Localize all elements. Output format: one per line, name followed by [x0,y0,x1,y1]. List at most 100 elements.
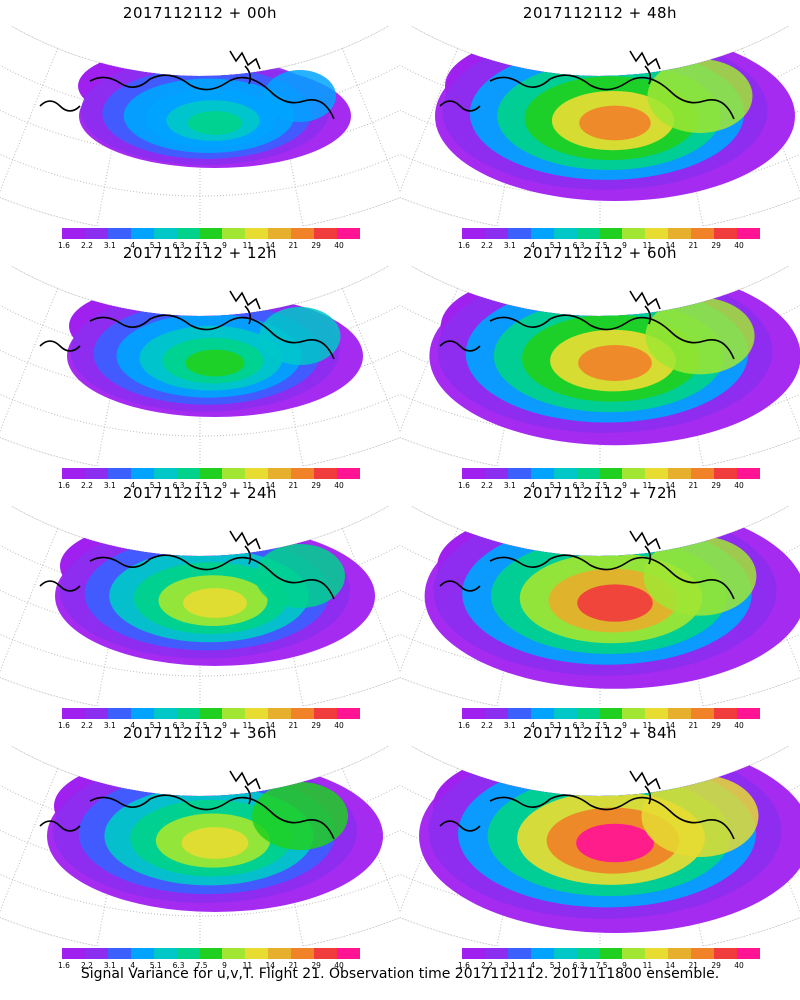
colorbar-swatch [462,468,485,479]
panel-title: 2017112112 + 36h [122,724,278,742]
colorbar-tick-label: 2.2 [80,241,93,250]
colorbar-tick-label: 7.5 [195,481,208,490]
colorbar-labels: 1.6 2.2 3.1 4 5.1 6.3 7.5 9 11 14 21 29 40 [58,481,360,491]
colorbar-tick-label: 6.3 [172,721,185,730]
colorbar-swatch [645,228,669,239]
coastline [439,50,735,120]
colorbar-swatch [484,228,508,239]
coastline [439,290,735,360]
colorbar-swatch [553,948,577,959]
variance-map [0,266,400,466]
colorbar-tick-label: 7.5 [195,241,208,250]
colorbar-swatch [314,228,338,239]
colorbar-swatch [291,228,315,239]
colorbar-tick-label: 3.1 [103,721,116,730]
colorbar-tick-label: 11 [242,481,253,490]
colorbar-swatch [530,948,554,959]
variance-map [0,746,400,946]
forecast-panel: 2017112112 + 72h 1.6 2.2 3.1 4 5.1 6.3 7.5 9 11 14… [400,484,800,730]
colorbar-swatch [553,228,577,239]
colorbar-tick-label: 11 [642,241,653,250]
colorbar-tick-label: 2.2 [480,481,493,490]
colorbar-tick-label: 4 [130,961,136,970]
colorbar-tick-label: 3.1 [503,481,516,490]
colorbar-tick-label: 40 [334,961,344,970]
colorbar-tick-label: 21 [688,961,698,970]
colorbar-labels: 1.6 2.2 3.1 4 5.1 6.3 7.5 9 11 14 21 29 40 [458,241,760,251]
colorbar [462,708,760,719]
colorbar-swatch [199,228,223,239]
colorbar-tick-label: 2.2 [480,241,493,250]
colorbar-tick-label: 5.1 [549,721,562,730]
panel-title: 2017112112 + 84h [522,724,678,742]
colorbar-tick-label: 21 [688,481,698,490]
colorbar-swatch [199,468,223,479]
colorbar-tick-label: 40 [734,481,744,490]
colorbar-tick-label: 21 [288,961,298,970]
colorbar-swatch [245,948,269,959]
colorbar-swatch [62,228,85,239]
colorbar-tick-label: 9 [622,721,627,730]
colorbar-tick-label: 5.1 [149,481,162,490]
colorbar-tick-label: 29 [311,241,321,250]
colorbar-tick-label: 29 [711,961,721,970]
colorbar-swatch [107,948,131,959]
variance-map [400,26,800,226]
colorbar-tick-label: 14 [665,961,676,970]
panel-title: 2017112112 + 24h [122,484,278,502]
colorbar-swatch [130,948,154,959]
colorbar-swatch [153,948,177,959]
colorbar-swatch [107,228,131,239]
forecast-panel: 2017112112 + 84h 1.6 2.2 3.1 4 5.1 6.3 7.5 9 11 14… [400,724,800,970]
colorbar-swatch [622,708,646,719]
colorbar-swatch [645,468,669,479]
forecast-panel: 2017112112 + 36h 1.6 2.2 3.1 4 5.1 6.3 7.5 9 11 14… [0,724,400,970]
colorbar-swatch [222,468,246,479]
colorbar-swatch [691,228,715,239]
colorbar-tick-label: 11 [242,241,253,250]
colorbar-swatch [62,708,85,719]
colorbar-swatch [314,948,338,959]
colorbar-tick-label: 4 [530,721,536,730]
colorbar-swatch [484,708,508,719]
colorbar-swatch [462,228,485,239]
colorbar-swatch [153,228,177,239]
colorbar-swatch [691,468,715,479]
colorbar-tick-label: 5.1 [549,481,562,490]
colorbar-tick-label: 21 [288,721,298,730]
panel-title: 2017112112 + 60h [522,244,678,262]
colorbar-labels: 1.6 2.2 3.1 4 5.1 6.3 7.5 9 11 14 21 29 40 [58,241,360,251]
colorbar [62,948,360,959]
colorbar-swatch [337,708,360,719]
colorbar-tick-label: 1.6 [458,241,470,250]
colorbar-swatch [84,468,108,479]
colorbar-tick-label: 5.1 [149,241,162,250]
colorbar-swatch [245,468,269,479]
colorbar-swatch [507,708,531,719]
colorbar-tick-label: 2.2 [80,481,93,490]
colorbar-swatch [622,228,646,239]
colorbar-tick-label: 11 [642,481,653,490]
colorbar-swatch [691,708,715,719]
colorbar-tick-label: 14 [665,481,676,490]
colorbar-swatch [714,468,738,479]
colorbar-tick-label: 6.3 [572,721,585,730]
colorbar-swatch [622,948,646,959]
colorbar-tick-label: 9 [622,241,627,250]
colorbar-swatch [691,948,715,959]
colorbar-swatch [268,708,292,719]
colorbar-swatch [62,468,85,479]
colorbar-swatch [291,948,315,959]
colorbar-swatch [484,468,508,479]
colorbar-tick-label: 7.5 [595,721,608,730]
colorbar-tick-label: 6.3 [572,241,585,250]
forecast-panel: 2017112112 + 00h 1.6 2.2 3.1 4 5.1 6.3 7.5 9 11 14… [0,4,400,250]
colorbar-tick-label: 6.3 [172,481,185,490]
colorbar-tick-label: 40 [334,481,344,490]
colorbar-tick-label: 1.6 [458,961,470,970]
colorbar-tick-label: 4 [530,481,536,490]
colorbar-tick-label: 1.6 [458,481,470,490]
colorbar-tick-label: 7.5 [595,961,608,970]
colorbar-tick-label: 3.1 [103,241,116,250]
colorbar-swatch [530,708,554,719]
